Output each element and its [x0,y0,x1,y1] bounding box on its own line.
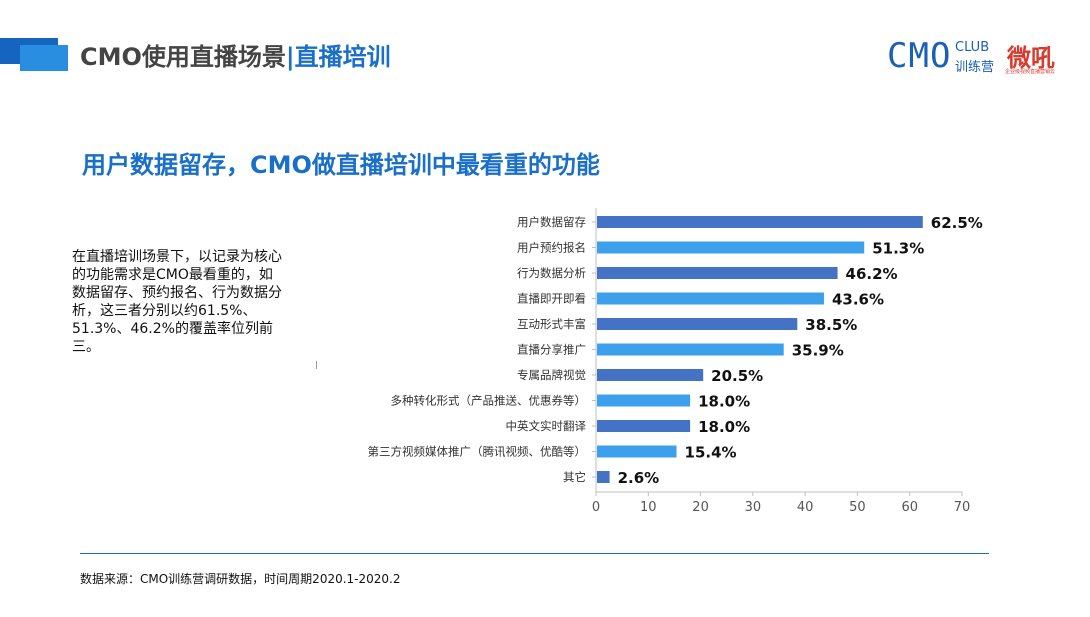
bar [597,318,798,330]
bar [597,471,610,483]
category-label: 行为数据分析 [517,266,586,280]
x-tick-label: 30 [745,500,762,515]
data-label: 46.2% [846,265,898,283]
weihou-logo-tagline: 企业级视频直播营销云 [1005,69,1056,75]
category-label: 中英文实时翻译 [506,419,587,433]
page-title-sub: 直播培训 [294,43,391,71]
cmo-logo-camp: 训练营 [955,60,995,75]
data-source-note: 数据来源：CMO训练营调研数据，时间周期2020.1-2020.2 [80,572,401,586]
category-label: 其它 [563,470,586,484]
x-tick-label: 20 [692,500,709,515]
data-label: 20.5% [711,367,763,385]
bar [597,394,691,407]
data-label: 15.4% [685,444,737,462]
category-label: 用户预约报名 [517,241,586,255]
data-label: 38.5% [805,316,857,334]
category-label: 直播即开即看 [517,292,586,306]
category-label: 第三方视频媒体推广（腾讯视频、优酷等） [368,445,587,459]
footer-divider [80,553,989,554]
category-label: 直播分享推广 [517,343,586,357]
bar [597,267,838,279]
bar [597,292,824,305]
header-accent [0,38,70,72]
data-label: 51.3% [872,240,924,258]
cmo-logo-club: CLUB [955,40,990,55]
bar [597,343,784,356]
weihou-logo: 微吼 [1007,44,1055,72]
header-accent-light-block [20,45,68,71]
category-label: 用户数据留存 [517,215,586,229]
category-label: 多种转化形式（产品推送、优惠券等） [391,394,587,408]
bar [597,420,691,432]
x-tick-label: 50 [849,500,866,515]
bar [597,216,923,228]
category-label: 互动形式丰富 [517,317,586,331]
data-label: 18.0% [698,393,750,411]
page-title-main: CMO使用直播场景 [80,43,286,71]
page-title-separator: | [285,43,295,71]
stray-tick-mark [316,361,317,369]
bar [597,445,677,458]
bar [597,241,865,254]
x-tick-label: 40 [797,500,814,515]
x-tick-label: 10 [640,500,657,515]
data-label: 43.6% [832,291,884,309]
page-title: CMO使用直播场景|直播培训 [80,40,391,74]
data-label: 2.6% [618,469,660,487]
data-label: 35.9% [792,342,844,360]
data-label: 18.0% [698,418,750,436]
x-tick-label: 0 [592,500,600,515]
description-text: 在直播培训场景下，以记录为核心的功能需求是CMO最看重的，如数据留存、预约报名、… [72,249,282,355]
x-tick-label: 70 [954,500,971,515]
data-label: 62.5% [931,214,983,232]
section-subtitle: 用户数据留存，CMO做直播培训中最看重的功能 [82,151,600,179]
category-label: 专属品牌视觉 [517,368,586,382]
bar-chart: 用户数据留存 62.5% 用户预约报名 51.3% 行为数据分析 46.2% 直播即开即看 4… [368,208,983,515]
cmo-logo-text: CMO [887,36,952,76]
x-tick-label: 60 [901,500,918,515]
bar [597,369,704,381]
